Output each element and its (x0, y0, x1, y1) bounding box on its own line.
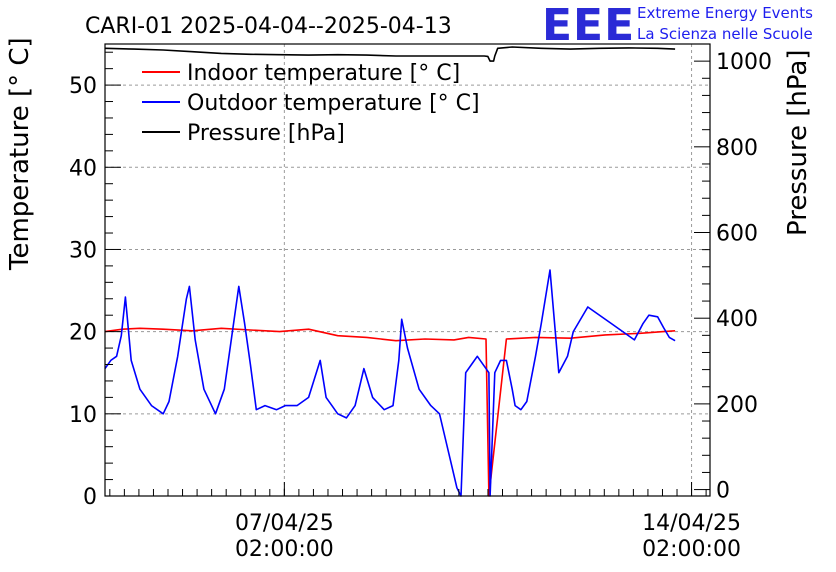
series-layer (104, 46, 676, 497)
y-tick-label: 20 (69, 321, 97, 346)
y2-tick-label: 800 (716, 136, 758, 161)
series-line-2 (104, 46, 676, 62)
eee-logo: EEE Extreme Energy Events La Scienza nel… (542, 0, 813, 51)
y2-tick-label: 0 (716, 479, 730, 504)
y-tick-label: 0 (83, 485, 97, 510)
x-tick-date: 07/04/25 (235, 511, 334, 536)
logo-mark: EEE (542, 0, 635, 51)
legend-label: Pressure [hPa] (187, 121, 345, 146)
grid (105, 44, 710, 496)
y2-axis-label: Pressure [hPa] (783, 50, 813, 237)
y-tick-label: 30 (69, 238, 97, 263)
legend-label: Outdoor temperature [° C] (187, 91, 480, 116)
series-line-0 (104, 327, 676, 497)
logo-line-1: Extreme Energy Events (637, 4, 813, 22)
axes: 010203040500200400600800100007/04/2502:0… (69, 43, 772, 562)
x-tick-date: 14/04/25 (642, 511, 741, 536)
y-tick-label: 40 (69, 156, 97, 181)
y-tick-label: 10 (69, 403, 97, 428)
logo-line-2: La Scienza nelle Scuole (637, 25, 813, 43)
y2-tick-label: 400 (716, 307, 758, 332)
series-line-1 (104, 269, 676, 497)
x-tick-time: 02:00:00 (642, 537, 741, 562)
plot-frame (104, 43, 711, 497)
legend: Indoor temperature [° C] Outdoor temperat… (142, 61, 480, 146)
y-tick-label: 50 (69, 74, 97, 99)
legend-label: Indoor temperature [° C] (187, 61, 460, 86)
chart-title: CARI-01 2025-04-04--2025-04-13 (85, 14, 452, 39)
y2-tick-label: 200 (716, 393, 758, 418)
x-tick-time: 02:00:00 (235, 537, 334, 562)
y2-tick-label: 600 (716, 222, 758, 247)
y-axis-label: Temperature [° C] (5, 37, 35, 271)
y2-tick-label: 1000 (716, 50, 772, 75)
